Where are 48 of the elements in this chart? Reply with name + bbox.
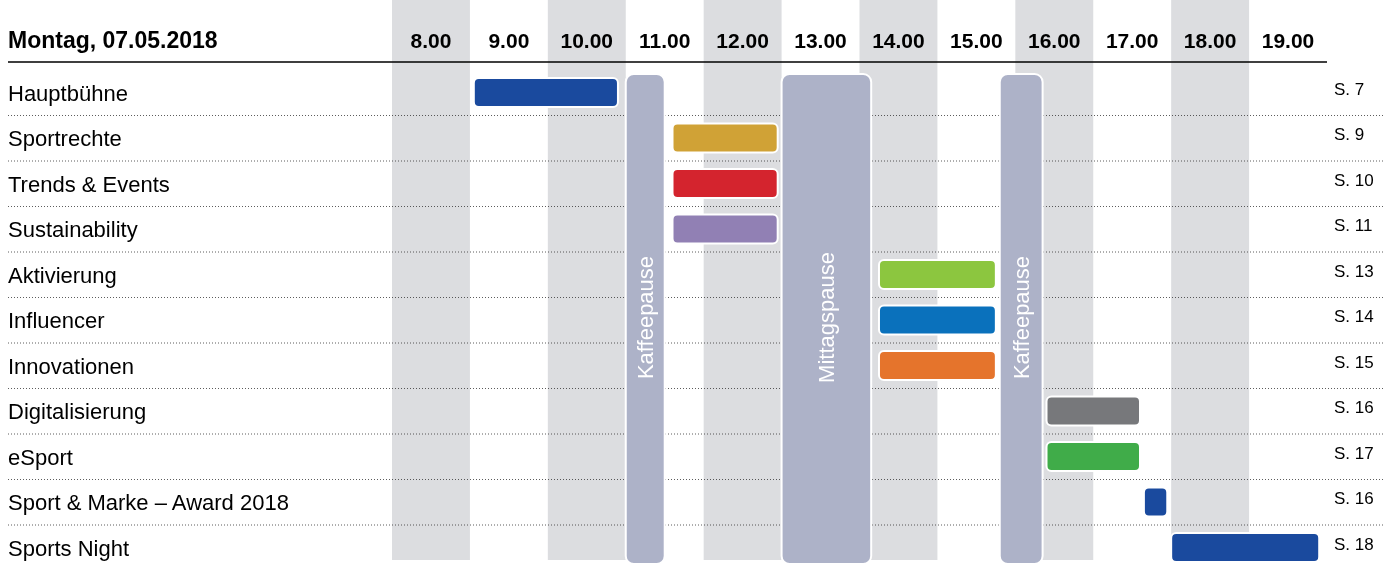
bar: [1170, 532, 1321, 563]
x-tick-label: 8.00: [410, 29, 452, 52]
y-tick-label: Digitalisierung: [8, 399, 147, 425]
bar: [877, 304, 997, 336]
text: Montag, 07.05.2018: [8, 27, 218, 53]
y-tick-label: Innovationen: [8, 353, 134, 379]
y2-tick-label: S. 15: [1334, 352, 1374, 372]
y-tick-label: Sports Night: [8, 535, 130, 561]
y2-tick-label: S. 14: [1334, 307, 1374, 327]
bar: [671, 122, 779, 154]
y2-tick-label: S. 9: [1334, 125, 1365, 145]
x-tick-label: 9.00: [488, 29, 530, 52]
bar: [472, 77, 619, 108]
bar: [877, 259, 997, 290]
y2-tick-label: S. 18: [1334, 534, 1374, 554]
x-tick-label: 16.00: [1028, 29, 1081, 52]
y-tick-label: Sport & Marke – Award 2018: [8, 490, 289, 516]
x-tick-label: 12.00: [716, 29, 769, 52]
y2-tick-label: S. 11: [1334, 216, 1373, 236]
band-label: Kaffeepause: [633, 255, 659, 380]
y2-tick-label: S. 10: [1334, 170, 1374, 190]
y-tick-label: eSport: [8, 444, 73, 470]
band-label: Mittagspause: [814, 252, 840, 383]
y-tick-label: Trends & Events: [8, 171, 170, 197]
bar: [877, 350, 997, 381]
y2-tick-label: S. 13: [1334, 261, 1374, 281]
bar: [671, 213, 779, 245]
x-tick-label: 18.00: [1183, 29, 1237, 52]
bar: [1045, 441, 1141, 472]
y-tick-label: Sportrechte: [8, 126, 122, 152]
y-tick-label: Sustainability: [8, 217, 138, 243]
bar: [671, 168, 779, 199]
band-label: Kaffeepause: [1009, 255, 1035, 380]
y2-tick-label: S. 16: [1334, 398, 1374, 418]
y2-tick-label: S. 17: [1334, 443, 1374, 463]
x-tick-label: 11.00: [639, 29, 691, 52]
bar: [1142, 486, 1169, 518]
x-tick-label: 19.00: [1261, 29, 1315, 52]
y2-tick-label: S. 7: [1334, 79, 1365, 99]
y2-tick-label: S. 16: [1334, 489, 1374, 509]
x-tick-label: 15.00: [950, 29, 1003, 52]
x-tick-label: 13.00: [794, 29, 847, 52]
y-tick-label: Aktivierung: [8, 262, 117, 288]
x-tick-label: 10.00: [560, 29, 614, 52]
x-tick-label: 14.00: [872, 29, 925, 52]
y-tick-label: Influencer: [8, 308, 105, 334]
x-tick-label: 17.00: [1105, 29, 1159, 52]
y-tick-label: Hauptbühne: [8, 80, 128, 106]
